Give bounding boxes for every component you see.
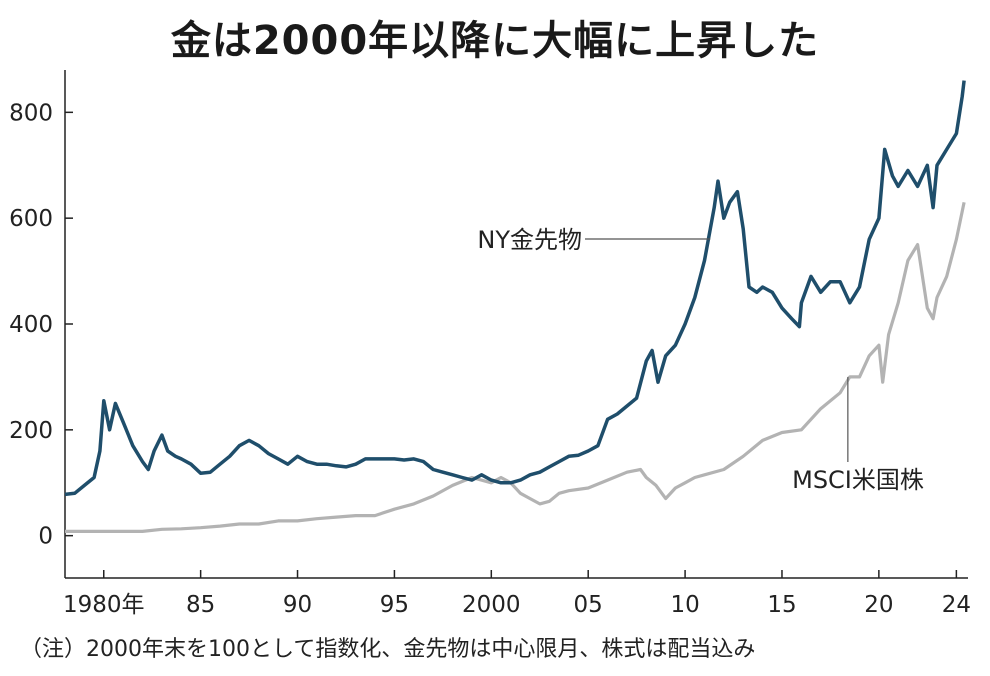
y-tick-label: 600 xyxy=(9,206,53,232)
x-tick-label: 05 xyxy=(574,592,603,618)
x-tick-label: 95 xyxy=(380,592,409,618)
x-tick-label: 20 xyxy=(864,592,893,618)
y-tick-label: 0 xyxy=(38,524,53,550)
chart-title: 金は2000年以降に大幅に上昇した xyxy=(170,18,820,64)
series-line-gold xyxy=(64,80,966,497)
msci-series-label: MSCI米国株 xyxy=(792,466,924,494)
y-tick-label: 200 xyxy=(9,418,53,444)
x-tick-label: 10 xyxy=(670,592,699,618)
x-tick-label: 24 xyxy=(942,592,971,618)
x-tick-label: 1980年 xyxy=(63,592,145,618)
x-tick-label: 85 xyxy=(186,592,215,618)
x-tick-label: 2000 xyxy=(462,592,521,618)
series-line-msci xyxy=(65,201,966,533)
chart-note: （注）2000年末を100として指数化、金先物は中心限月、株式は配当込み xyxy=(20,637,756,662)
gold-series-label: NY金先物 xyxy=(477,226,582,254)
y-tick-label: 400 xyxy=(9,312,53,338)
x-tick-label: 90 xyxy=(283,592,312,618)
x-tick-label: 15 xyxy=(767,592,796,618)
y-tick-label: 800 xyxy=(9,100,53,126)
